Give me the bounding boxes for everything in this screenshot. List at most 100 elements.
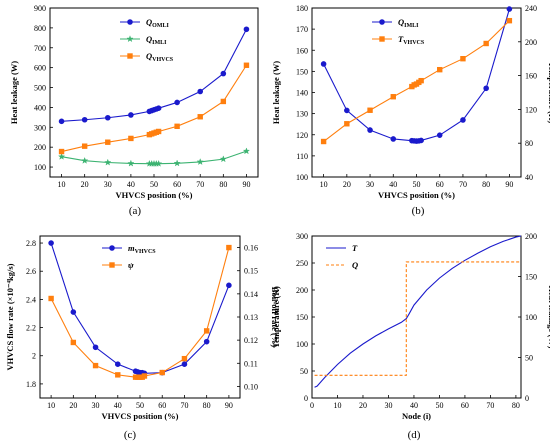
data-point bbox=[483, 40, 489, 47]
x-tick-label: 60 bbox=[461, 401, 469, 410]
y2-axis-title: Heat leakage (W) bbox=[547, 285, 550, 348]
x-tick-label: 70 bbox=[486, 401, 494, 410]
data-point bbox=[243, 26, 250, 33]
data-point bbox=[460, 117, 466, 123]
y-tick-label: 500 bbox=[34, 84, 46, 93]
data-point bbox=[344, 121, 350, 127]
y-axis-title: Temperature (K) bbox=[271, 286, 281, 348]
y-tick-label: 900 bbox=[34, 4, 46, 13]
y2-tick-label: 0.12 bbox=[244, 336, 258, 345]
x-tick-label: 40 bbox=[410, 401, 418, 410]
x-tick-label: 70 bbox=[180, 401, 188, 410]
data-point bbox=[155, 105, 162, 112]
data-point bbox=[128, 135, 134, 142]
y-tick-label: 2.6 bbox=[26, 267, 36, 276]
x-tick-label: 30 bbox=[92, 401, 100, 410]
x-tick-label: 20 bbox=[69, 401, 77, 410]
data-point bbox=[173, 159, 181, 167]
data-point bbox=[197, 114, 203, 120]
data-point bbox=[226, 282, 232, 289]
series-line-1 bbox=[314, 261, 521, 376]
x-tick-label: 10 bbox=[47, 401, 55, 410]
data-point bbox=[58, 148, 65, 155]
x-axis-title: VHVCS position (%) bbox=[116, 190, 193, 200]
data-point bbox=[390, 94, 396, 100]
data-point bbox=[226, 244, 232, 251]
legend-label: QVHVCS bbox=[146, 51, 174, 63]
data-point bbox=[48, 240, 54, 246]
data-point bbox=[437, 66, 443, 73]
y-tick-label: 180 bbox=[296, 4, 308, 13]
x-tick-label: 20 bbox=[343, 180, 351, 189]
y-tick-label: 100 bbox=[34, 163, 46, 172]
data-point bbox=[506, 6, 513, 12]
y-tick-label: 250 bbox=[296, 259, 308, 268]
y-tick-label: 200 bbox=[296, 286, 308, 295]
data-point bbox=[197, 88, 204, 95]
legend-marker bbox=[127, 19, 133, 25]
x-tick-label: 10 bbox=[320, 180, 328, 189]
legend-label: T bbox=[352, 243, 358, 253]
x-tick-label: 40 bbox=[127, 180, 135, 189]
y-tick-label: 140 bbox=[296, 89, 308, 98]
x-tick-label: 0 bbox=[310, 401, 314, 410]
y2-tick-label: 0 bbox=[525, 394, 529, 403]
y-tick-label: 400 bbox=[34, 103, 46, 112]
x-tick-label: 40 bbox=[389, 180, 397, 189]
data-point bbox=[418, 77, 424, 84]
y-tick-label: 160 bbox=[296, 46, 308, 55]
y-axis-title: VHVCS flow rate (×10⁻⁴kg/s) bbox=[5, 263, 15, 370]
legend-label: mVHVCS bbox=[128, 243, 156, 255]
chart-panel-c: 10 20 30 40 50 60 70 80 90 1.8 2 2.2 2.4 2.6 2.8 0.10 0.… bbox=[5, 235, 280, 441]
data-point bbox=[220, 70, 227, 77]
panel-label: (b) bbox=[412, 205, 425, 217]
plot-frame bbox=[49, 7, 259, 178]
data-point bbox=[219, 155, 227, 163]
data-point bbox=[104, 158, 112, 166]
data-point bbox=[81, 156, 89, 164]
y2-axis-title: Temperature (K) bbox=[547, 62, 550, 124]
x-tick-label: 50 bbox=[150, 180, 158, 189]
data-point bbox=[174, 99, 180, 106]
data-point bbox=[70, 309, 77, 315]
x-tick-label: 50 bbox=[136, 401, 144, 410]
x-tick-label: 50 bbox=[435, 401, 443, 410]
legend-label: QIMLI bbox=[146, 34, 167, 46]
y2-tick-label: 200 bbox=[525, 232, 537, 241]
data-point bbox=[344, 107, 350, 114]
plot-frame bbox=[311, 235, 522, 399]
data-point bbox=[203, 338, 210, 345]
data-point bbox=[483, 85, 489, 92]
x-tick-label: 30 bbox=[104, 180, 112, 189]
data-point bbox=[48, 295, 54, 302]
x-tick-label: 20 bbox=[359, 401, 367, 410]
y-tick-label: 600 bbox=[34, 64, 46, 73]
y-tick-label: 2.2 bbox=[26, 324, 36, 333]
legend-marker bbox=[379, 19, 385, 25]
x-tick-label: 90 bbox=[225, 401, 233, 410]
y2-tick-label: 120 bbox=[525, 105, 537, 114]
data-point bbox=[155, 128, 162, 135]
series-line-0 bbox=[314, 235, 522, 388]
y2-tick-label: 0.16 bbox=[244, 244, 258, 253]
data-point bbox=[460, 56, 466, 62]
x-tick-label: 80 bbox=[482, 180, 490, 189]
data-point bbox=[196, 158, 204, 165]
y-tick-label: 2.8 bbox=[26, 239, 36, 248]
data-point bbox=[70, 339, 77, 346]
data-point bbox=[57, 152, 66, 160]
y-tick-label: 150 bbox=[296, 313, 308, 322]
legend-label: TVHVCS bbox=[398, 34, 425, 46]
data-point bbox=[418, 137, 424, 144]
y-tick-label: 300 bbox=[296, 232, 308, 241]
data-point bbox=[242, 147, 251, 155]
x-tick-label: 60 bbox=[158, 401, 166, 410]
y2-tick-label: 0.15 bbox=[244, 267, 258, 276]
y-axis-title: Heat leakage (W) bbox=[9, 61, 19, 124]
data-point bbox=[128, 112, 134, 118]
y-tick-label: 130 bbox=[296, 110, 308, 119]
chart-panel-d: 0 10 20 30 40 50 60 70 80 0 50 100 150 200 250 300 0 50 10… bbox=[271, 232, 550, 441]
legend-label: QOMLI bbox=[146, 17, 169, 29]
series-line-0 bbox=[50, 242, 230, 374]
